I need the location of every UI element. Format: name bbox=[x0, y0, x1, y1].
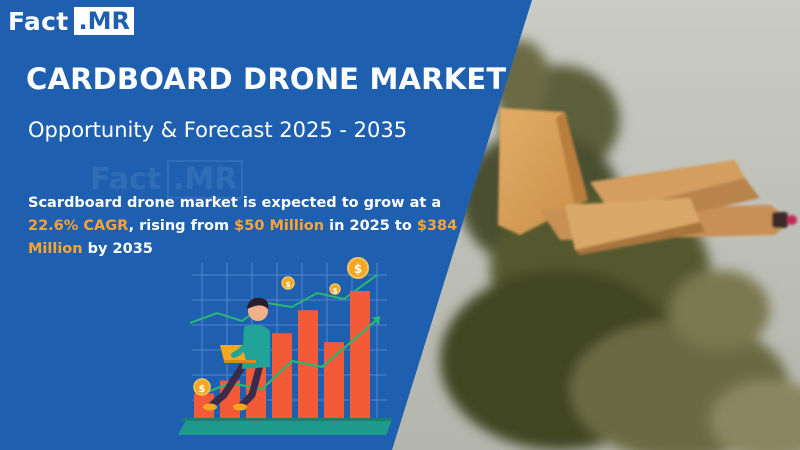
start-value-highlight: $50 Million bbox=[234, 218, 325, 234]
coin-icon: $ bbox=[329, 283, 341, 295]
coin-icon: $ bbox=[193, 378, 211, 396]
coin-symbol: $ bbox=[285, 280, 291, 289]
cagr-highlight: 22.6% CAGR bbox=[28, 218, 129, 234]
watermark-box: .MR bbox=[167, 160, 244, 199]
market-summary: Scardboard drone market is expected to g… bbox=[28, 192, 458, 261]
watermark-text-mr: .MR bbox=[173, 162, 238, 197]
summary-text-4: by 2035 bbox=[82, 241, 153, 257]
summary-text-1: Scardboard drone market is expected to g… bbox=[28, 195, 442, 211]
person-with-laptop-icon bbox=[203, 297, 270, 411]
logo-box: .MR bbox=[74, 7, 134, 35]
coin-symbol: $ bbox=[333, 287, 338, 295]
watermark-text-fact: Fact bbox=[90, 162, 162, 197]
coin-symbol: $ bbox=[354, 262, 362, 276]
growth-illustration: $ $ $ $ bbox=[178, 257, 392, 435]
growth-bar bbox=[350, 291, 370, 419]
logo-text-fact: Fact bbox=[8, 6, 69, 36]
page-subtitle: Opportunity & Forecast 2025 - 2035 bbox=[28, 118, 408, 142]
base-platform bbox=[178, 420, 392, 435]
summary-text-2: , rising from bbox=[128, 218, 235, 234]
logo-text-mr: .MR bbox=[78, 7, 130, 35]
base-line bbox=[182, 418, 392, 421]
factmr-logo: Fact .MR bbox=[8, 6, 134, 36]
growth-bar bbox=[272, 333, 292, 419]
summary-text-3: in 2025 to bbox=[324, 218, 417, 234]
trend-arrow-head bbox=[372, 317, 380, 325]
growth-bar bbox=[324, 342, 344, 419]
coin-symbol: $ bbox=[199, 384, 206, 395]
trend-line-upper bbox=[189, 274, 378, 324]
factmr-watermark: Fact .MR bbox=[90, 160, 244, 199]
end-value-highlight: $384 Million bbox=[28, 218, 458, 257]
coin-icon: $ bbox=[347, 257, 369, 279]
page-title: CARDBOARD DRONE MARKET bbox=[26, 62, 507, 96]
coin-icon: $ bbox=[281, 276, 295, 290]
